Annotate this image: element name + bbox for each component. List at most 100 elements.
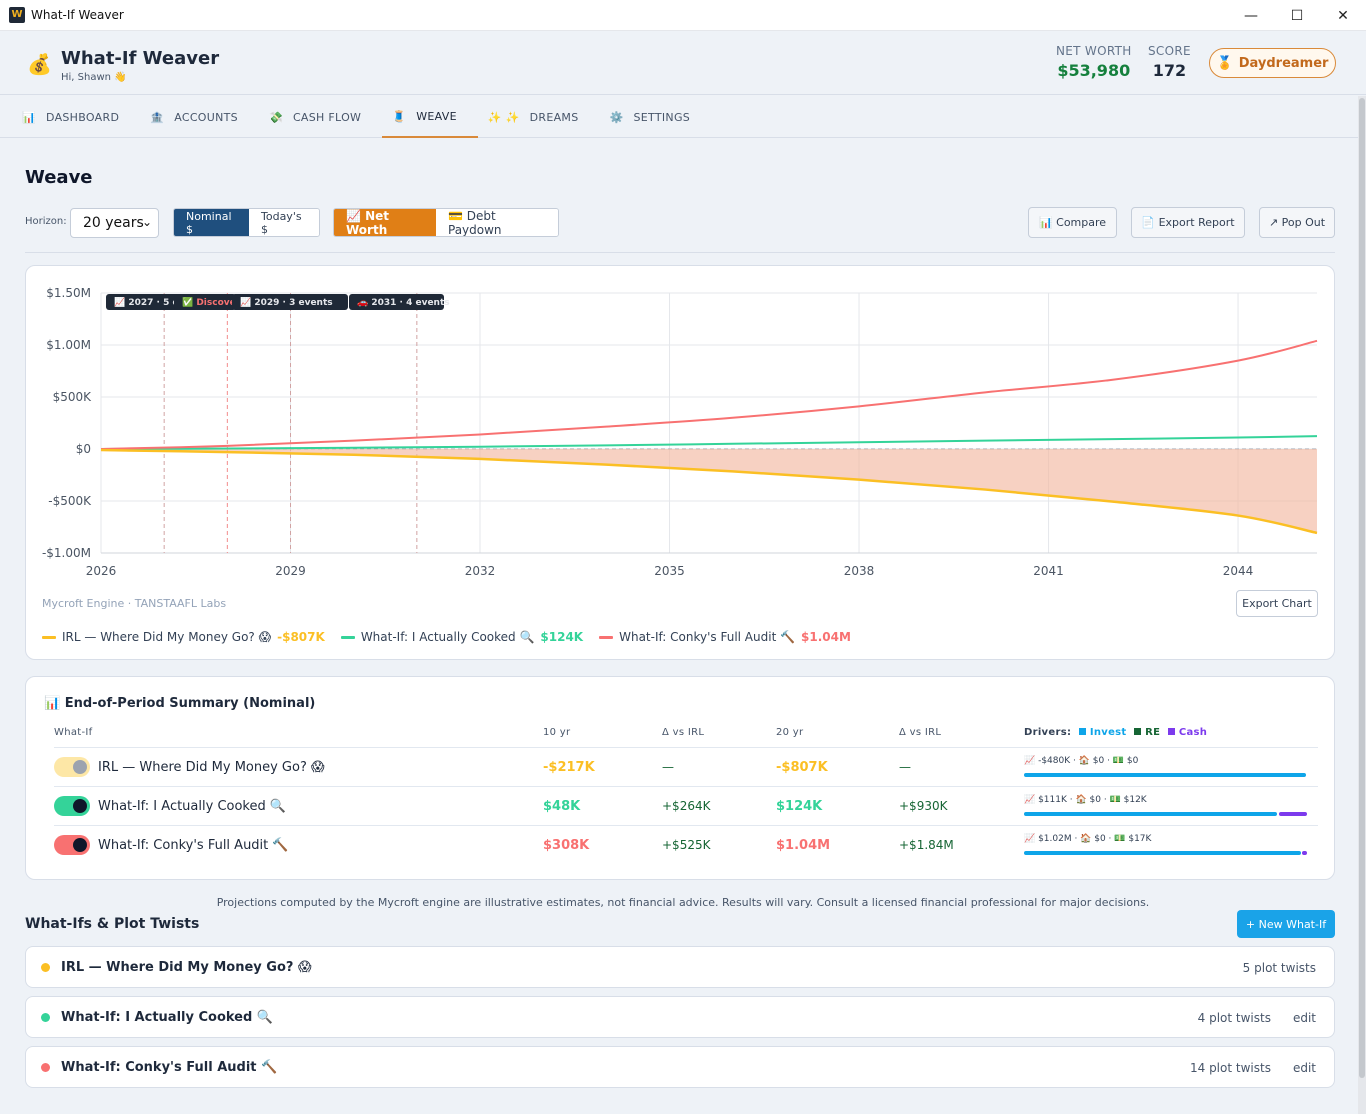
bank-icon: 🏦 — [150, 110, 165, 124]
legend-value: -$807K — [277, 630, 325, 644]
toggle-knob — [73, 760, 87, 774]
legend-item-irl[interactable]: IRL — Where Did My Money Go? 😱 -$807K — [42, 630, 325, 644]
color-dot — [41, 1063, 50, 1072]
scenario-toggle[interactable] — [54, 835, 90, 855]
chart-icon: 📊 — [22, 110, 36, 124]
export-report-button[interactable]: 📄 Export Report — [1131, 207, 1245, 238]
x-tick-label: 2044 — [1223, 564, 1254, 578]
legend-item-cooked[interactable]: What-If: I Actually Cooked 🔍 $124K — [340, 630, 584, 644]
col-header-drivers: Drivers: Invest RE Cash — [1024, 727, 1207, 738]
y-tick-label: $0 — [76, 442, 91, 456]
pop-out-button[interactable]: ↗ Pop Out — [1259, 207, 1335, 238]
cash-bar — [1279, 812, 1307, 816]
horizon-label: Horizon: — [25, 216, 67, 227]
score-value: 172 — [1152, 61, 1187, 80]
page-title: Weave — [25, 167, 93, 188]
new-whatif-button[interactable]: + New What-If — [1237, 910, 1335, 938]
plot-twist-count: 4 plot twists — [1197, 1011, 1271, 1025]
invest-bar — [1024, 851, 1301, 855]
app-brand: What-If Weaver — [61, 48, 220, 69]
event-label-bg — [174, 294, 236, 310]
tab-settings[interactable]: ⚙️ SETTINGS — [600, 96, 712, 138]
compare-button[interactable]: 📊 Compare — [1028, 207, 1117, 238]
tab-label: DREAMS — [529, 110, 579, 124]
tab-accounts[interactable]: 🏦 ACCOUNTS — [140, 96, 259, 138]
whatif-name: IRL — Where Did My Money Go? 😱 — [61, 960, 312, 975]
table-row: What-If: Conky's Full Audit 🔨 $308K +$52… — [54, 825, 1318, 864]
scenario-name: IRL — Where Did My Money Go? 😱 — [98, 760, 325, 775]
edit-link[interactable]: edit — [1292, 1011, 1316, 1025]
whatif-item[interactable]: IRL — Where Did My Money Go? 😱 5 plot tw… — [25, 946, 1335, 988]
money-wings-icon: 💸 — [268, 110, 283, 124]
delta-20yr: +$930K — [899, 799, 948, 813]
nominal-button[interactable]: Nominal $ — [174, 209, 249, 236]
event-label: ✅ Discovery — [182, 296, 246, 308]
whatif-meta: 14 plot twists edit — [1190, 1061, 1316, 1075]
todays-dollars-button[interactable]: Today's $ — [249, 209, 319, 236]
y-tick-label: $1.00M — [46, 338, 91, 352]
maximize-button[interactable]: ☐ — [1290, 7, 1304, 24]
legend-swatch — [599, 635, 614, 639]
whatif-item[interactable]: What-If: Conky's Full Audit 🔨 14 plot tw… — [25, 1046, 1335, 1088]
event-label: 📈 2029 · 3 events — [240, 296, 333, 308]
score-stat: SCORE 172 — [1148, 44, 1191, 80]
app-header: 💰 What-If Weaver Hi, Shawn 👋 NET WORTH $… — [0, 31, 1366, 95]
event-label: 🚗 2031 · 4 events — [357, 298, 450, 308]
col-header-delta-10: Δ vs IRL — [662, 727, 705, 738]
currency-toggle: Nominal $ Today's $ — [173, 208, 320, 237]
vertical-scrollbar[interactable] — [1358, 96, 1366, 1114]
window-controls: — ☐ ✕ — [1228, 0, 1366, 31]
col-header-20yr: 20 yr — [776, 727, 804, 738]
gap-area — [101, 449, 1317, 533]
tab-label: WEAVE — [416, 109, 457, 123]
color-dot — [41, 963, 50, 972]
tab-weave[interactable]: 🧵 WEAVE — [382, 96, 478, 138]
whatif-item[interactable]: What-If: I Actually Cooked 🔍 4 plot twis… — [25, 996, 1335, 1038]
tab-dashboard[interactable]: 📊 DASHBOARD — [12, 96, 140, 138]
drivers-breakdown: 📈 $1.02M · 🏠 $0 · 💵 $17K — [1024, 834, 1152, 844]
chart-legend: IRL — Where Did My Money Go? 😱 -$807K Wh… — [42, 630, 851, 644]
whatif-meta: 5 plot twists — [1243, 961, 1316, 975]
greeting: Hi, Shawn 👋 — [61, 72, 127, 83]
badge-label: Daydreamer — [1238, 55, 1329, 71]
net-worth-view-button[interactable]: 📈 Net Worth — [334, 209, 436, 236]
tab-cash-flow[interactable]: 💸 CASH FLOW — [259, 96, 382, 138]
close-button[interactable]: ✕ — [1337, 7, 1349, 24]
tab-dreams[interactable]: ✨ ✨ DREAMS — [478, 96, 600, 138]
table-row: What-If: I Actually Cooked 🔍 $48K +$264K… — [54, 786, 1318, 825]
x-tick-label: 2041 — [1033, 564, 1064, 578]
net-worth-label: NET WORTH — [1056, 44, 1132, 58]
delta-10yr: +$525K — [662, 838, 711, 852]
delta-10yr: — — [662, 760, 674, 774]
legend-value: $124K — [540, 630, 584, 644]
debt-paydown-view-button[interactable]: 💳 Debt Paydown — [436, 209, 558, 236]
whatif-name: What-If: I Actually Cooked 🔍 — [61, 1010, 274, 1025]
x-tick-label: 2026 — [86, 564, 117, 578]
daydreamer-badge-button[interactable]: 🏅 Daydreamer — [1209, 48, 1336, 78]
engine-credit: Mycroft Engine · TANSTAAFL Labs — [42, 597, 227, 610]
y-tick-label: -$1.00M — [42, 546, 91, 560]
invest-swatch — [1079, 728, 1087, 735]
summary-card: 📊 End-of-Period Summary (Nominal) What-I… — [25, 676, 1335, 880]
scenario-toggle[interactable] — [54, 796, 90, 816]
horizon-select[interactable]: 20 years ⌄ — [70, 208, 159, 238]
re-label: RE — [1145, 727, 1161, 738]
value-10yr: $308K — [543, 838, 590, 853]
edit-link[interactable]: edit — [1292, 1061, 1316, 1075]
minimize-button[interactable]: — — [1244, 7, 1258, 24]
delta-10yr: +$264K — [662, 799, 711, 813]
title-bar: W What-If Weaver — ☐ ✕ — [0, 0, 1366, 31]
scrollbar-thumb[interactable] — [1359, 98, 1365, 1078]
tab-label: DASHBOARD — [46, 110, 120, 124]
legend-item-conky[interactable]: What-If: Conky's Full Audit 🔨 $1.04M — [599, 630, 851, 644]
scenario-toggle[interactable] — [54, 757, 90, 777]
value-20yr: $124K — [776, 799, 823, 814]
chevron-down-icon: ⌄ — [141, 215, 152, 229]
chart-card: $1.50M $1.00M $500K $0 -$500K -$1.00M 2026 2029… — [25, 265, 1335, 660]
divider — [25, 252, 1335, 253]
whatif-name: What-If: Conky's Full Audit 🔨 — [61, 1060, 278, 1075]
x-tick-label: 2035 — [654, 564, 685, 578]
col-header-delta-20: Δ vs IRL — [899, 727, 942, 738]
whatif-meta: 4 plot twists edit — [1198, 1011, 1316, 1025]
export-chart-button[interactable]: Export Chart — [1236, 590, 1318, 617]
